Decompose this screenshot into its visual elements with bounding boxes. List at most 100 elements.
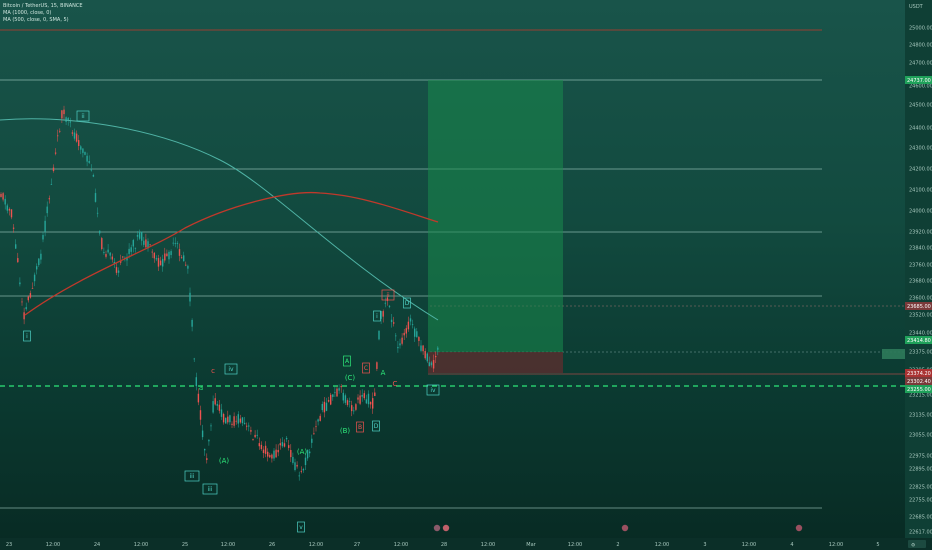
- candle-body: [239, 418, 242, 423]
- candle-body: [321, 403, 323, 411]
- candle-body: [65, 117, 67, 122]
- candle-body: [243, 422, 246, 425]
- candle-body: [176, 243, 179, 244]
- candle-body: [120, 260, 122, 263]
- wave-label[interactable]: D: [372, 420, 380, 432]
- wave-label[interactable]: i: [23, 330, 31, 342]
- candle-body: [164, 253, 166, 261]
- wave-label[interactable]: iv: [224, 363, 238, 375]
- candle-body: [214, 398, 216, 405]
- time-axis-label: 12:00: [481, 542, 495, 548]
- candle-body: [88, 160, 90, 163]
- candle-body: [143, 240, 145, 245]
- wave-label[interactable]: A: [381, 369, 386, 377]
- candle-body: [271, 454, 273, 459]
- candle-body: [241, 417, 244, 424]
- candle-body: [231, 423, 233, 425]
- candle-body: [294, 462, 296, 471]
- price-scale-label: 22975.00: [909, 454, 932, 460]
- wave-label[interactable]: D: [403, 297, 411, 309]
- svg-text:23414.80: 23414.80: [907, 338, 931, 344]
- wave-label[interactable]: B: [356, 421, 364, 433]
- price-scale-label: 24200.00: [909, 167, 932, 173]
- price-scale-label: 23680.00: [909, 279, 932, 285]
- candle-body: [275, 449, 277, 458]
- candle-body: [191, 319, 193, 327]
- candle-body: [285, 437, 288, 440]
- wave-label[interactable]: A: [343, 355, 351, 367]
- candle-body: [141, 231, 143, 241]
- price-scale-label: 22755.00: [909, 498, 932, 504]
- legend-ma500[interactable]: MA (500, close, 0, SMA, 5): [3, 17, 69, 23]
- candle-body: [288, 445, 290, 448]
- time-axis-label: 12:00: [134, 542, 148, 548]
- svg-text:iii: iii: [189, 473, 194, 480]
- wave-label[interactable]: ii: [76, 110, 90, 122]
- candle-body: [428, 362, 431, 367]
- wave-label[interactable]: ii: [381, 289, 395, 301]
- candle-body: [277, 449, 279, 453]
- candle-body: [84, 152, 86, 155]
- candle-body: [8, 208, 11, 211]
- time-axis-label: Mar: [526, 542, 536, 548]
- time-axis[interactable]: 23 12:00 24 12:00 25 12:00 26 12:00 27 12:00 28 12:…: [6, 542, 880, 548]
- candle-body: [313, 433, 315, 435]
- time-axis-label: 25: [182, 542, 188, 548]
- legend-ma1000[interactable]: MA (1000, close, 0): [3, 10, 52, 16]
- wave-label[interactable]: C: [393, 380, 398, 388]
- candle-body: [6, 205, 8, 211]
- candle-body: [29, 293, 32, 298]
- wave-label[interactable]: (C): [345, 374, 356, 382]
- candle-body: [31, 287, 34, 289]
- candle-body: [23, 312, 25, 320]
- candle-body: [208, 439, 210, 442]
- price-scale-label: 24100.00: [909, 188, 932, 194]
- wave-label[interactable]: i: [373, 310, 381, 322]
- stop-loss-zone: [428, 352, 563, 373]
- price-scale-label: 22895.00: [909, 467, 932, 473]
- candle-body: [187, 265, 189, 269]
- svg-text:A: A: [381, 369, 386, 377]
- time-axis-label: 5: [876, 542, 879, 548]
- wave-label[interactable]: a: [199, 384, 203, 392]
- wave-label[interactable]: iii: [184, 470, 200, 482]
- candle-body: [273, 450, 275, 459]
- candle-body: [155, 258, 158, 260]
- candle-body: [309, 451, 311, 454]
- candle-body: [17, 258, 19, 263]
- candle-body: [334, 392, 336, 394]
- wave-label[interactable]: iii: [202, 483, 218, 495]
- legend-symbol[interactable]: Bitcoin / TetherUS, 15, BINANCE: [3, 3, 83, 9]
- wave-label[interactable]: c: [211, 367, 215, 375]
- candle-body: [359, 395, 361, 404]
- event-markers[interactable]: [433, 524, 803, 532]
- wave-label[interactable]: (A): [297, 448, 308, 456]
- candle-body: [290, 449, 292, 458]
- price-scale-bg: [905, 0, 932, 538]
- wave-label[interactable]: (A): [219, 457, 230, 465]
- candle-body: [384, 302, 386, 304]
- price-tag-take-profit: 24737.00: [905, 76, 932, 84]
- wave-label[interactable]: (B): [340, 427, 351, 435]
- candle-body: [138, 232, 141, 239]
- horizontal-levels: [0, 29, 905, 509]
- candle-body: [99, 230, 101, 234]
- candle-body: [405, 328, 407, 334]
- price-scale[interactable]: 25000.00 24800.00 24700.00 24600.00 24500.00…: [909, 26, 932, 536]
- candle-body: [0, 193, 2, 197]
- candle-body: [180, 257, 183, 259]
- wave-label[interactable]: iv: [426, 384, 440, 396]
- candle-body: [292, 456, 294, 463]
- candle-body: [69, 121, 71, 123]
- candle-body: [204, 448, 206, 451]
- svg-text:iv: iv: [430, 387, 436, 394]
- time-axis-label: 2: [616, 542, 619, 548]
- candle-body: [369, 401, 372, 405]
- candle-body: [382, 311, 384, 317]
- wave-label[interactable]: C: [362, 362, 370, 374]
- candle-body: [212, 401, 214, 413]
- candle-body: [437, 347, 439, 350]
- wave-label[interactable]: v: [297, 521, 305, 533]
